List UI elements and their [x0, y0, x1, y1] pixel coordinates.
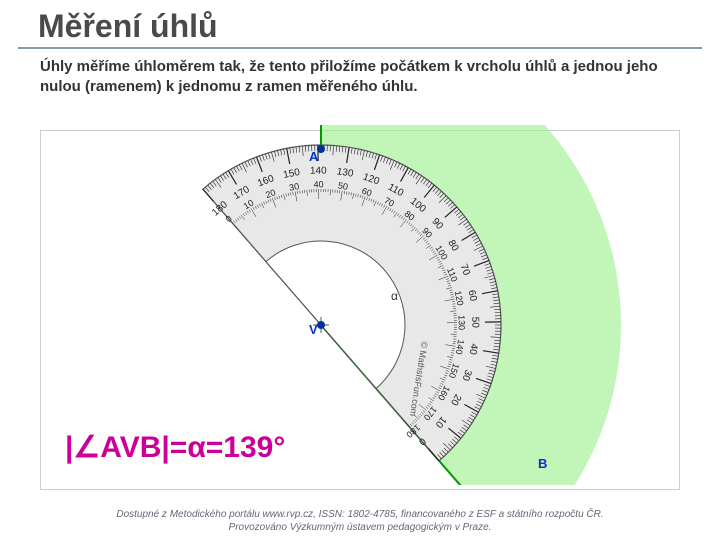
vertex-label: V [309, 322, 318, 337]
svg-text:50: 50 [469, 317, 480, 329]
point-a-label: A [309, 149, 318, 164]
svg-text:140: 140 [310, 166, 327, 177]
svg-text:40: 40 [467, 343, 480, 356]
footer-line2: Provozováno Výzkumným ústavem pedagogick… [229, 522, 492, 533]
page-title: Měření úhlů [18, 0, 702, 49]
svg-text:50: 50 [337, 180, 348, 191]
footer: Dostupné z Metodického portálu www.rvp.c… [0, 508, 720, 534]
diagram-frame: 0180101702016030150401405013060120701108… [40, 130, 680, 490]
angle-result: |∠AVB|=α=139° [65, 430, 285, 465]
svg-text:130: 130 [456, 315, 466, 330]
footer-line1: Dostupné z Metodického portálu www.rvp.c… [116, 509, 603, 520]
svg-text:30: 30 [288, 181, 300, 193]
svg-text:40: 40 [313, 179, 323, 189]
alpha-symbol: α [391, 289, 398, 303]
point-b-label: B [538, 456, 547, 471]
instruction-text: Úhly měříme úhloměrem tak, že tento přil… [0, 57, 720, 98]
